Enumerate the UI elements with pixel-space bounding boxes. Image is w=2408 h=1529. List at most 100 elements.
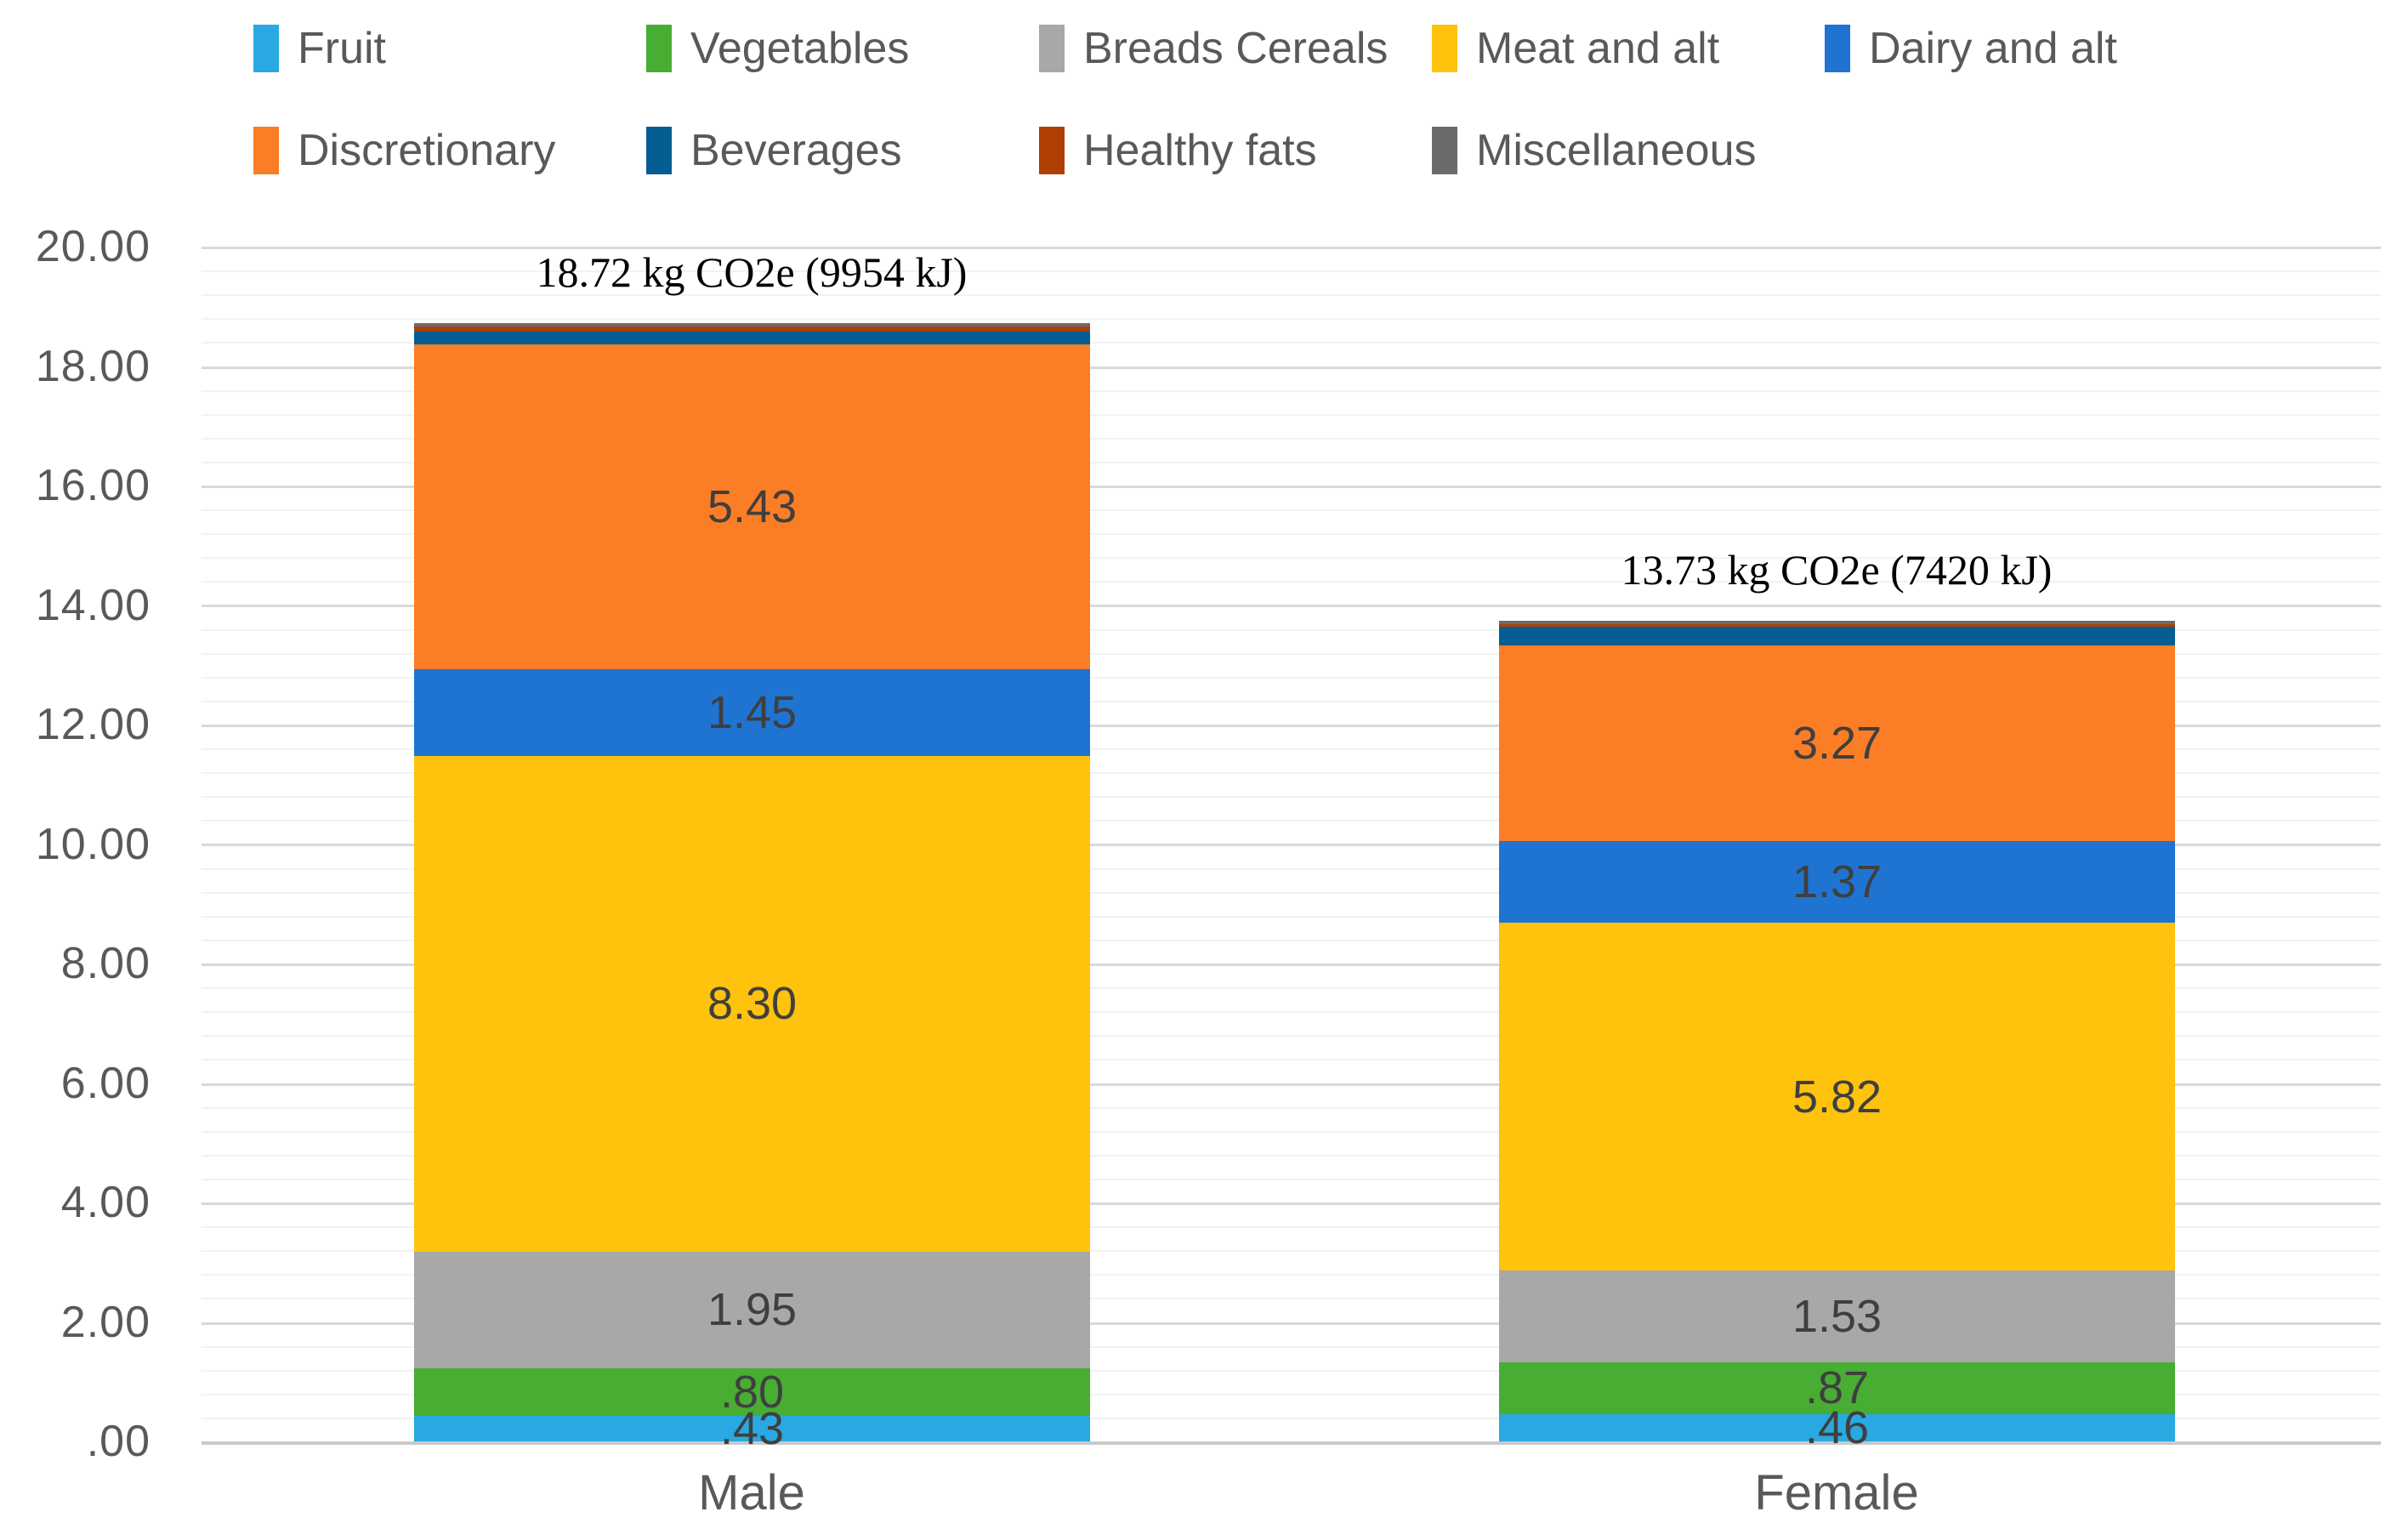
gridline-minor [202, 509, 2381, 511]
segment-data-label: .43 [719, 1403, 785, 1454]
y-tick-label: 4.00 [60, 1178, 150, 1227]
legend-swatch-fruit-icon [253, 25, 279, 72]
gridline-minor [202, 629, 2381, 631]
gridline-minor [202, 1226, 2381, 1228]
y-tick-label: 16.00 [35, 461, 150, 510]
bar-segment-fruit-female [1499, 1413, 2175, 1441]
gridline-minor [202, 390, 2381, 392]
y-tick-label: 14.00 [35, 581, 150, 630]
gridline-minor [202, 677, 2381, 679]
gridline-major [202, 844, 2381, 846]
gridline-minor [202, 916, 2381, 918]
bar-segment-miscellaneous-female [1499, 621, 2175, 624]
segment-data-label: 1.37 [1792, 856, 1883, 907]
segment-data-label: 1.45 [707, 687, 798, 738]
legend-item-healthy-fats: Healthy fats [1039, 122, 1432, 179]
gridline-minor [202, 868, 2381, 870]
legend-swatch-healthy-fats-icon [1039, 127, 1065, 174]
gridline-minor [202, 940, 2381, 941]
bar-segment-breads-cereals-female [1499, 1270, 2175, 1362]
gridline-minor [202, 1394, 2381, 1395]
legend-item-breads-cereals: Breads Cereals [1039, 20, 1432, 77]
gridline-minor [202, 796, 2381, 798]
gridline-minor [202, 533, 2381, 535]
legend-label: Vegetables [690, 24, 910, 73]
x-axis-line [202, 1441, 2381, 1445]
bar-segment-discretionary-male [414, 344, 1090, 669]
segment-data-label: 1.53 [1792, 1291, 1883, 1342]
gridline-minor [202, 1346, 2381, 1348]
bar-total-annotation: 18.72 kg CO2e (9954 kJ) [536, 248, 968, 296]
gridline-minor [202, 438, 2381, 440]
gridline-major [202, 486, 2381, 488]
legend-swatch-dairy-and-alt-icon [1825, 25, 1850, 72]
bar-segment-meat-and-alt-female [1499, 923, 2175, 1271]
bar-segment-meat-and-alt-male [414, 755, 1090, 1252]
segment-data-label: .80 [719, 1367, 785, 1418]
category-label-male: Male [698, 1465, 805, 1520]
segment-data-label: 5.82 [1792, 1071, 1883, 1123]
legend-row-1: Fruit Vegetables Breads Cereals Meat and al… [253, 20, 2218, 77]
gridline-minor [202, 1179, 2381, 1180]
bar-segment-beverages-female [1499, 626, 2175, 646]
legend-item-miscellaneous: Miscellaneous [1432, 122, 1825, 179]
legend-item-vegetables: Vegetables [646, 20, 1039, 77]
legend-swatch-breads-cereals-icon [1039, 25, 1065, 72]
gridline-minor [202, 748, 2381, 750]
y-tick-label: 20.00 [35, 222, 150, 271]
bar-segment-dairy-and-alt-male [414, 668, 1090, 756]
legend-label: Meat and alt [1476, 24, 1720, 73]
gridline-major [202, 1322, 2381, 1325]
gridline-minor [202, 414, 2381, 416]
segment-data-label: 5.43 [707, 481, 798, 532]
gridline-minor [202, 1059, 2381, 1060]
segment-data-label: 8.30 [707, 978, 798, 1029]
bar-segment-healthy-fats-female [1499, 623, 2175, 627]
gridline-minor [202, 653, 2381, 655]
gridline-minor [202, 1274, 2381, 1276]
gridline-major [202, 247, 2381, 249]
bar-total-annotation: 13.73 kg CO2e (7420 kJ) [1621, 546, 2053, 594]
gridline-minor [202, 820, 2381, 821]
legend-swatch-discretionary-icon [253, 127, 279, 174]
gridline-minor [202, 987, 2381, 989]
legend-item-fruit: Fruit [253, 20, 646, 77]
category-label-female: Female [1754, 1465, 1919, 1520]
bar-segment-vegetables-male [414, 1367, 1090, 1416]
segment-data-label: 3.27 [1792, 718, 1883, 769]
legend-item-discretionary: Discretionary [253, 122, 646, 179]
bar-segment-healthy-fats-male [414, 327, 1090, 333]
segment-data-label: .87 [1804, 1362, 1870, 1413]
gridline-minor [202, 1035, 2381, 1037]
legend-label: Fruit [298, 24, 386, 73]
gridline-minor [202, 462, 2381, 463]
legend-swatch-meat-and-alt-icon [1432, 25, 1457, 72]
gridline-minor [202, 557, 2381, 559]
gridline-minor [202, 1131, 2381, 1133]
gridline-major [202, 367, 2381, 369]
legend-label: Dairy and alt [1869, 24, 2117, 73]
legend-swatch-vegetables-icon [646, 25, 672, 72]
y-tick-label: 2.00 [60, 1298, 150, 1347]
y-tick-label: 8.00 [60, 939, 150, 988]
legend-item-dairy-and-alt: Dairy and alt [1825, 20, 2218, 77]
segment-data-label: 1.95 [707, 1284, 798, 1335]
y-tick-label: 6.00 [60, 1059, 150, 1108]
gridline-minor [202, 1370, 2381, 1372]
y-tick-label: .00 [86, 1417, 150, 1466]
gridline-major [202, 1202, 2381, 1205]
gridline-minor [202, 342, 2381, 344]
gridline-minor [202, 581, 2381, 583]
bar-segment-fruit-male [414, 1415, 1090, 1441]
gridline-minor [202, 772, 2381, 774]
gridline-minor [202, 1298, 2381, 1299]
bar-segment-discretionary-female [1499, 645, 2175, 841]
legend-label: Healthy fats [1083, 126, 1317, 175]
gridline-minor [202, 1107, 2381, 1109]
legend-row-2: Discretionary Beverages Healthy fats Miscel… [253, 122, 1825, 179]
legend-swatch-miscellaneous-icon [1432, 127, 1457, 174]
y-tick-label: 10.00 [35, 820, 150, 869]
y-tick-label: 12.00 [35, 700, 150, 749]
legend-item-meat-and-alt: Meat and alt [1432, 20, 1825, 77]
